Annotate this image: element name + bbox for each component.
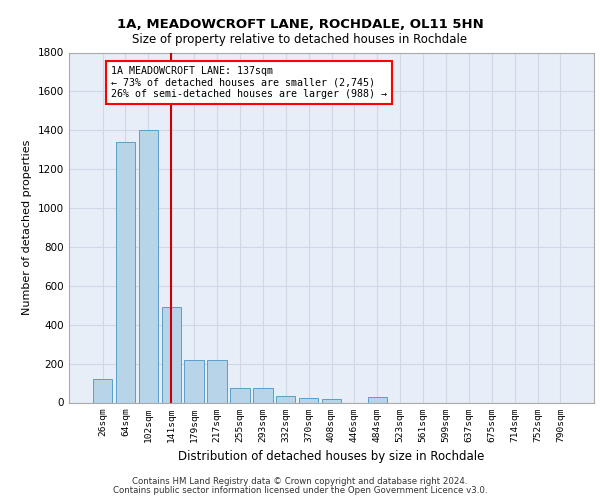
Bar: [299, 398, 319, 402]
Bar: [93, 379, 112, 402]
Bar: [253, 388, 272, 402]
Text: Size of property relative to detached houses in Rochdale: Size of property relative to detached ho…: [133, 32, 467, 46]
Y-axis label: Number of detached properties: Number of detached properties: [22, 140, 32, 315]
Bar: [276, 396, 295, 402]
Bar: [161, 307, 181, 402]
Bar: [322, 398, 341, 402]
X-axis label: Distribution of detached houses by size in Rochdale: Distribution of detached houses by size …: [178, 450, 485, 463]
Bar: [139, 130, 158, 402]
Text: Contains public sector information licensed under the Open Government Licence v3: Contains public sector information licen…: [113, 486, 487, 495]
Bar: [184, 360, 204, 403]
Text: 1A, MEADOWCROFT LANE, ROCHDALE, OL11 5HN: 1A, MEADOWCROFT LANE, ROCHDALE, OL11 5HN: [116, 18, 484, 30]
Bar: [208, 360, 227, 403]
Text: 1A MEADOWCROFT LANE: 137sqm
← 73% of detached houses are smaller (2,745)
26% of : 1A MEADOWCROFT LANE: 137sqm ← 73% of det…: [110, 66, 386, 100]
Bar: [230, 388, 250, 402]
Text: Contains HM Land Registry data © Crown copyright and database right 2024.: Contains HM Land Registry data © Crown c…: [132, 477, 468, 486]
Bar: [368, 396, 387, 402]
Bar: [116, 142, 135, 403]
